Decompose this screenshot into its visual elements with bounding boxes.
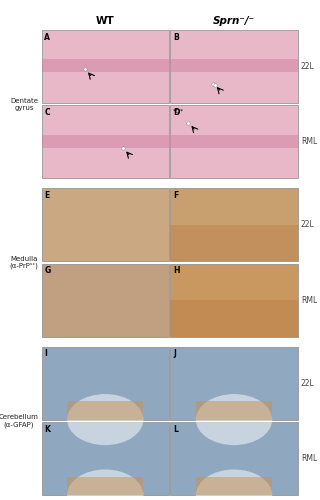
FancyBboxPatch shape bbox=[42, 134, 169, 147]
FancyBboxPatch shape bbox=[42, 264, 169, 336]
FancyBboxPatch shape bbox=[170, 59, 298, 72]
Text: I: I bbox=[44, 349, 47, 358]
FancyBboxPatch shape bbox=[67, 402, 143, 419]
FancyBboxPatch shape bbox=[170, 30, 298, 103]
Text: *D*: *D* bbox=[173, 110, 184, 114]
FancyBboxPatch shape bbox=[42, 106, 169, 178]
Text: H: H bbox=[173, 266, 180, 275]
FancyBboxPatch shape bbox=[42, 422, 169, 495]
Text: L: L bbox=[173, 424, 178, 434]
Text: 22L: 22L bbox=[301, 220, 315, 230]
Text: C: C bbox=[44, 108, 50, 117]
Text: F: F bbox=[173, 191, 178, 200]
FancyBboxPatch shape bbox=[170, 422, 298, 495]
Ellipse shape bbox=[67, 394, 143, 445]
Text: RML: RML bbox=[301, 454, 317, 463]
Text: RML: RML bbox=[301, 296, 317, 304]
FancyBboxPatch shape bbox=[170, 225, 298, 261]
Ellipse shape bbox=[196, 394, 272, 445]
Text: Cerebellum
(α-GFAP): Cerebellum (α-GFAP) bbox=[0, 414, 38, 428]
FancyBboxPatch shape bbox=[196, 402, 272, 419]
FancyBboxPatch shape bbox=[196, 477, 272, 495]
Text: WT: WT bbox=[96, 16, 115, 26]
FancyBboxPatch shape bbox=[170, 134, 298, 147]
FancyBboxPatch shape bbox=[170, 264, 298, 336]
Text: G: G bbox=[44, 266, 51, 275]
FancyBboxPatch shape bbox=[42, 188, 169, 261]
Text: J: J bbox=[173, 349, 176, 358]
FancyBboxPatch shape bbox=[170, 188, 298, 261]
Text: A: A bbox=[44, 32, 50, 42]
Text: Medulla
(α-PrPˢᶜ): Medulla (α-PrPˢᶜ) bbox=[10, 256, 38, 269]
FancyBboxPatch shape bbox=[42, 59, 169, 72]
FancyBboxPatch shape bbox=[67, 477, 143, 495]
Text: 22L: 22L bbox=[301, 62, 315, 71]
Text: E: E bbox=[44, 191, 49, 200]
Text: RML: RML bbox=[301, 138, 317, 146]
Text: Sprn⁻/⁻: Sprn⁻/⁻ bbox=[213, 16, 255, 26]
FancyBboxPatch shape bbox=[170, 300, 298, 337]
FancyBboxPatch shape bbox=[170, 106, 298, 178]
Text: Dentate
gyrus: Dentate gyrus bbox=[11, 98, 38, 110]
Text: D: D bbox=[173, 108, 179, 117]
FancyBboxPatch shape bbox=[42, 30, 169, 103]
Ellipse shape bbox=[67, 470, 143, 500]
FancyBboxPatch shape bbox=[170, 346, 298, 420]
Text: B: B bbox=[173, 32, 179, 42]
Ellipse shape bbox=[196, 470, 272, 500]
Text: 22L: 22L bbox=[301, 378, 315, 388]
Text: K: K bbox=[44, 424, 50, 434]
FancyBboxPatch shape bbox=[42, 346, 169, 420]
